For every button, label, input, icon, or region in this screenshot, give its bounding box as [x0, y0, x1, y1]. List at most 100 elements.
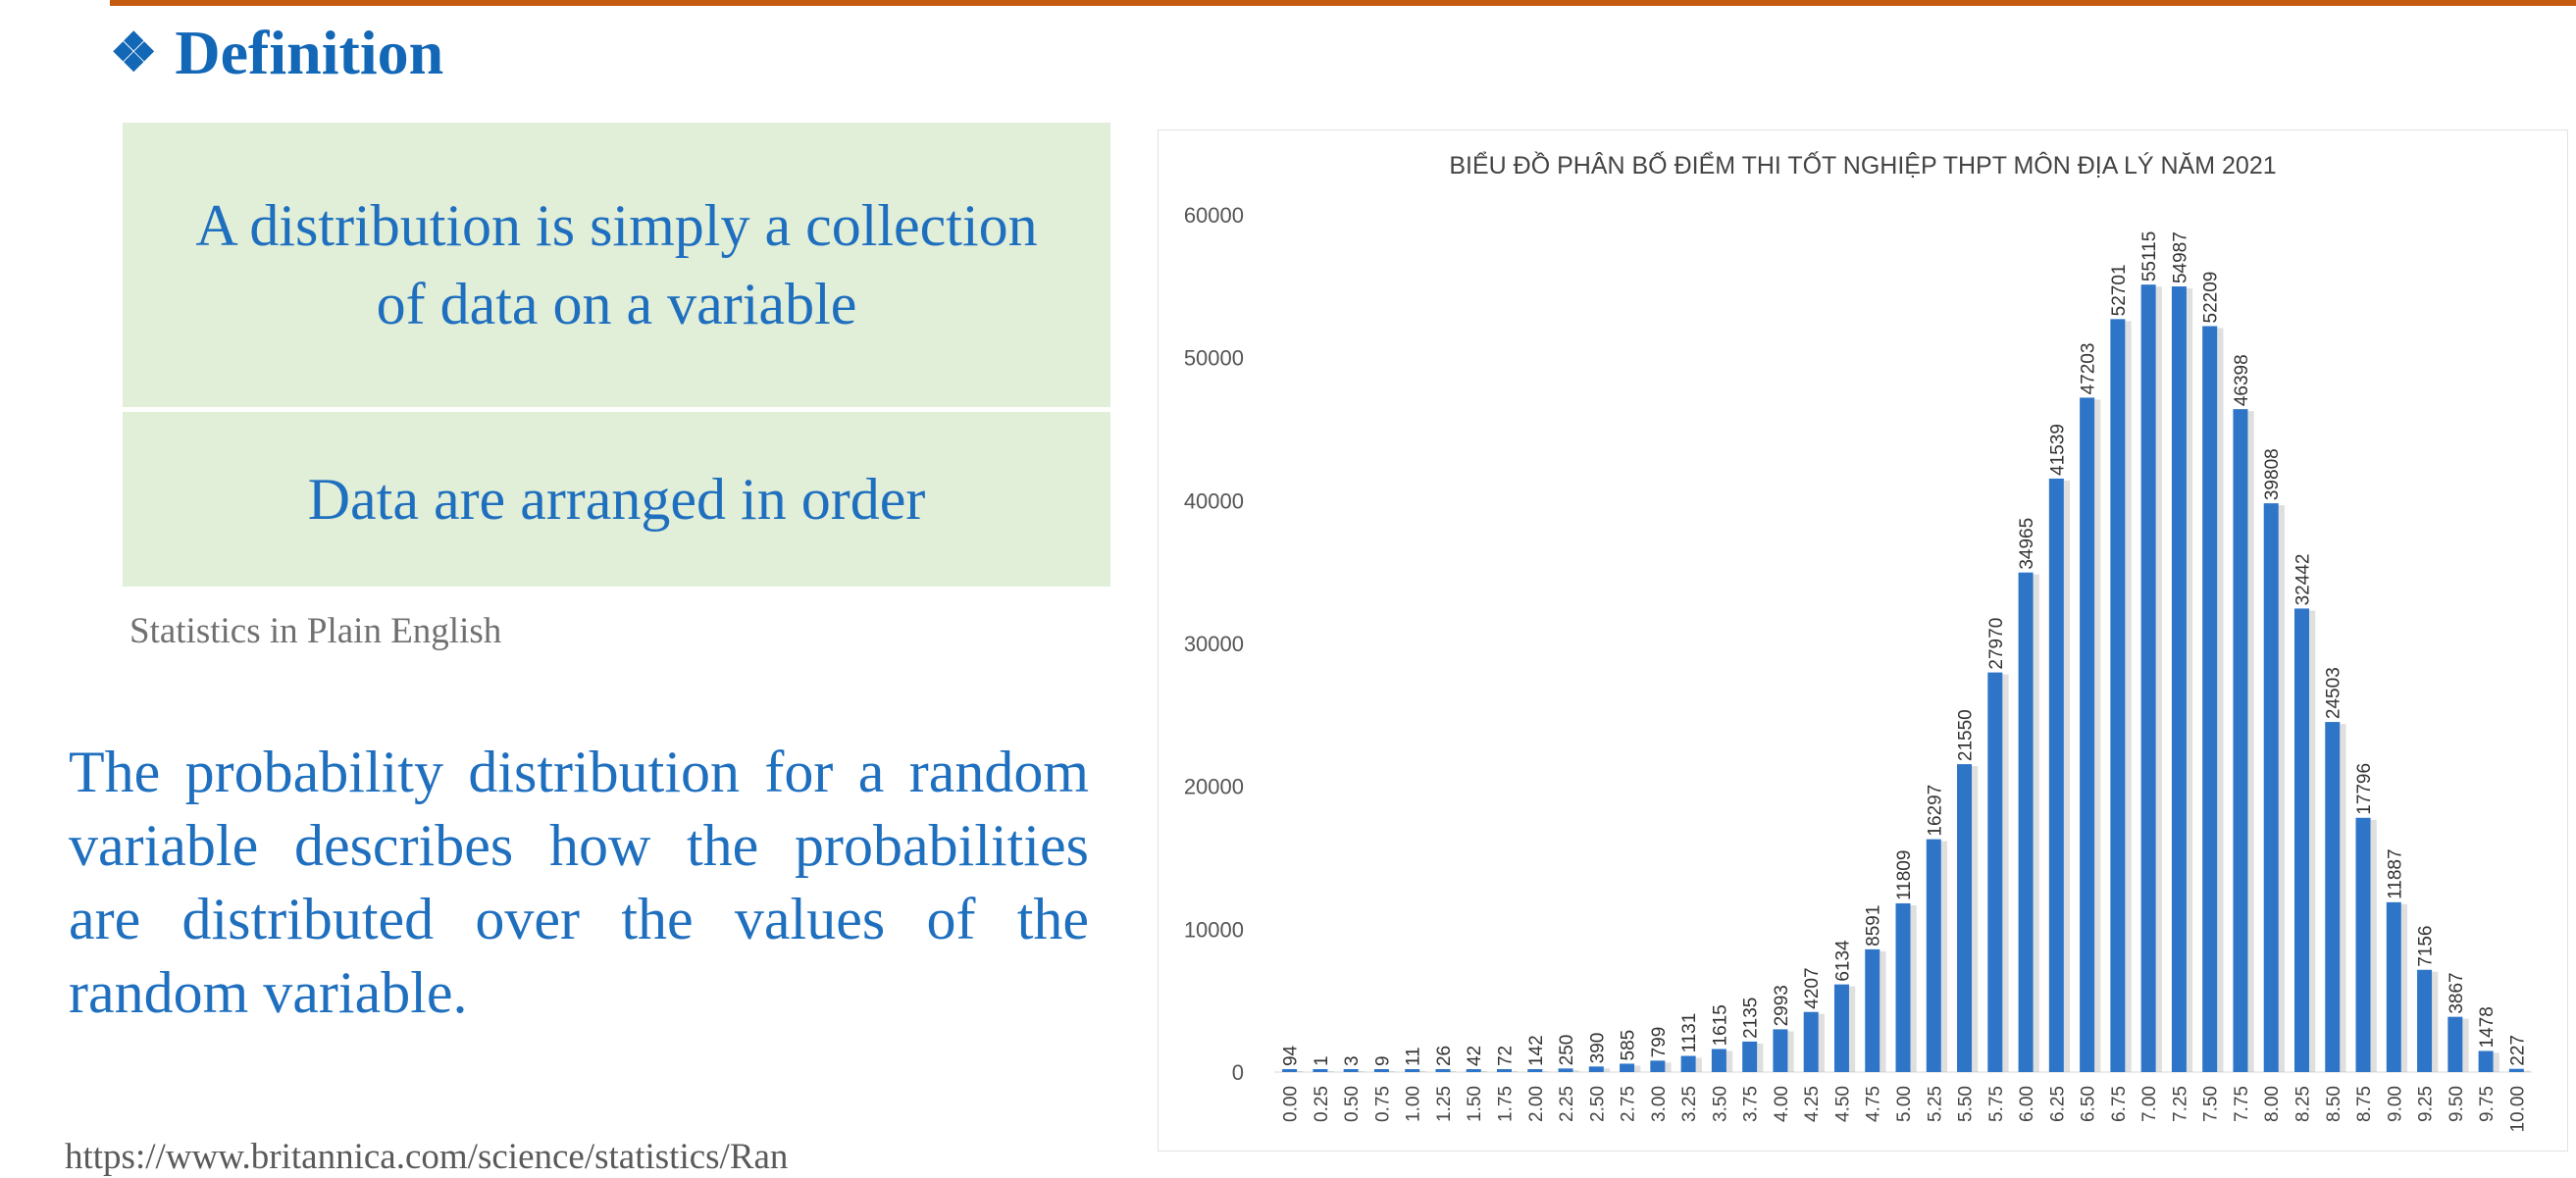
x-tick-label: 1.75 [1496, 1086, 1517, 1122]
bar-shadow [2523, 1070, 2531, 1072]
bar-shadow [1297, 1071, 1304, 1072]
y-tick-label: 50000 [1184, 346, 1244, 371]
y-tick-label: 10000 [1184, 917, 1244, 942]
bar-data-label: 54987 [2170, 231, 2190, 283]
bar [2018, 572, 2034, 1072]
definition-box-1: A distribution is simply a collection of… [123, 123, 1110, 407]
x-tick-label: 1.25 [1434, 1086, 1455, 1122]
bar-data-label: 26 [1434, 1046, 1455, 1066]
bar [1803, 1011, 1819, 1072]
bar [2293, 608, 2309, 1072]
bar-data-label: 39808 [2262, 448, 2283, 500]
bar-data-label: 27970 [1986, 618, 2007, 670]
bar-data-label: 21550 [1956, 709, 1977, 761]
y-tick-label: 60000 [1184, 203, 1244, 228]
bar [2478, 1050, 2494, 1072]
bar-shadow [2125, 321, 2132, 1072]
bar [1527, 1069, 1543, 1072]
bar-shadow [2217, 328, 2224, 1072]
bar-shadow [1695, 1057, 1702, 1072]
bar-data-label: 7156 [2416, 925, 2437, 966]
bar-data-label: 250 [1557, 1035, 1577, 1066]
bar-shadow [2155, 286, 2162, 1072]
bar-shadow [1848, 986, 1856, 1072]
bar-shadow [2462, 1018, 2469, 1072]
bar-shadow [1757, 1043, 1764, 1072]
score-distribution-chart: BIỂU ĐỒ PHÂN BỐ ĐIỂM THI TỐT NGHIỆP THPT… [1158, 129, 2568, 1152]
definition-text-1: A distribution is simply a collection of… [195, 193, 1038, 336]
bar [1435, 1069, 1451, 1072]
bar-shadow [1358, 1071, 1365, 1072]
bar-data-label: 9 [1372, 1055, 1393, 1066]
x-tick-label: 4.75 [1864, 1086, 1884, 1122]
bar [1926, 839, 1941, 1072]
bar [1588, 1066, 1604, 1072]
bar-data-label: 32442 [2293, 554, 2313, 606]
x-tick-label: 6.25 [2047, 1086, 2068, 1122]
bar-shadow [1880, 950, 1886, 1072]
bar-data-label: 55115 [2139, 231, 2160, 282]
definition-text-2: Data are arranged in order [307, 467, 926, 532]
bar [1833, 984, 1849, 1072]
x-tick-label: 7.75 [2232, 1086, 2252, 1122]
heading-title: Definition [175, 18, 444, 87]
bar-data-label: 3867 [2447, 972, 2467, 1013]
x-tick-label: 3.50 [1710, 1086, 1730, 1122]
bar [1497, 1069, 1513, 1072]
x-tick-label: 7.00 [2139, 1086, 2160, 1122]
bar-shadow [1603, 1068, 1611, 1072]
bar-data-label: 4207 [1802, 967, 1823, 1008]
x-tick-label: 10.00 [2507, 1086, 2528, 1133]
chart-title: BIỂU ĐỒ PHÂN BỐ ĐIỂM THI TỐT NGHIỆP THPT… [1449, 150, 2276, 179]
x-tick-label: 5.00 [1894, 1086, 1915, 1122]
x-tick-label: 2.75 [1619, 1086, 1639, 1122]
bar-data-label: 8591 [1864, 905, 1884, 947]
bar-shadow [1787, 1031, 1794, 1072]
bar [2202, 326, 2218, 1072]
definition-box-2: Data are arranged in order [123, 412, 1110, 587]
bar [2355, 817, 2371, 1072]
reference-url[interactable]: https://www.britannica.com/science/stati… [65, 1137, 789, 1177]
x-tick-label: 0.75 [1372, 1086, 1393, 1122]
x-tick-label: 3.75 [1741, 1086, 1762, 1122]
bar-data-label: 24503 [2324, 667, 2344, 719]
x-tick-label: 9.25 [2416, 1086, 2437, 1122]
bar [1650, 1060, 1666, 1072]
source-note: Statistics in Plain English [129, 611, 502, 651]
x-tick-label: 3.00 [1649, 1086, 1670, 1122]
bar [2325, 722, 2341, 1072]
bar-shadow [1512, 1071, 1519, 1072]
section-heading: ❖ Definition [110, 14, 443, 92]
x-tick-label: 2.50 [1587, 1086, 1608, 1122]
bar [1313, 1069, 1328, 1072]
bar [2386, 901, 2401, 1072]
bar [2447, 1016, 2463, 1072]
bar-data-label: 41539 [2047, 424, 2068, 476]
x-tick-label: 8.25 [2293, 1086, 2313, 1122]
x-tick-label: 1.00 [1404, 1086, 1424, 1122]
bar-data-label: 3 [1342, 1055, 1363, 1066]
x-tick-label: 9.00 [2385, 1086, 2405, 1122]
x-tick-label: 5.75 [1986, 1086, 2007, 1122]
x-tick-label: 6.50 [2079, 1086, 2099, 1122]
x-tick-label: 3.25 [1679, 1086, 1700, 1122]
y-tick-label: 30000 [1184, 632, 1244, 656]
bar-data-label: 1131 [1679, 1013, 1700, 1053]
bar [2080, 397, 2095, 1072]
y-tick-label: 0 [1232, 1060, 1244, 1085]
bar-shadow [2186, 288, 2193, 1072]
bar-data-label: 34965 [2017, 518, 2037, 570]
bar [2048, 478, 2064, 1072]
bar-shadow [2308, 610, 2316, 1072]
x-tick-label: 4.00 [1772, 1086, 1792, 1122]
bar [1987, 672, 2003, 1072]
bar-data-label: 1 [1312, 1055, 1332, 1066]
bar-data-label: 6134 [1832, 940, 1853, 982]
y-tick-label: 40000 [1184, 488, 1244, 513]
bar-shadow [1665, 1062, 1672, 1072]
bar-shadow [1327, 1071, 1334, 1072]
bar-shadow [1450, 1071, 1457, 1072]
bar-shadow [1480, 1071, 1488, 1072]
x-tick-label: 8.50 [2324, 1086, 2344, 1122]
bar-shadow [2370, 819, 2377, 1072]
